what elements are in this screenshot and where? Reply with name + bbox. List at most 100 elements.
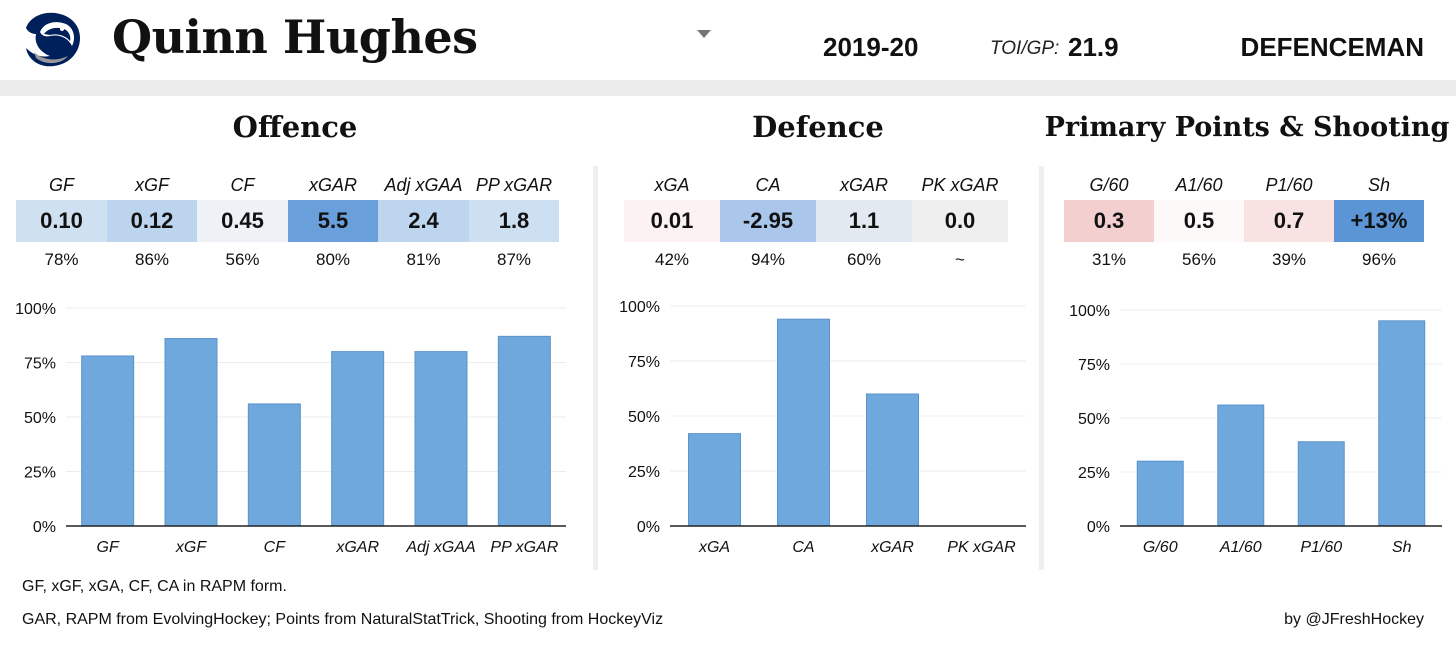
player-position: DEFENCEMAN	[1240, 32, 1424, 62]
stat-label: xGF	[135, 175, 169, 195]
bar	[414, 351, 468, 527]
stat-percentile: 96%	[1361, 250, 1397, 269]
stat-value: 0.5	[1154, 200, 1244, 242]
stat-value: 0.45	[197, 200, 288, 242]
bar	[1297, 441, 1345, 527]
stat-label: P1/60	[1265, 175, 1313, 195]
header-divider	[0, 80, 1456, 96]
player-name: Quinn Hughes	[112, 10, 478, 64]
stat-label: xGAR	[839, 175, 888, 195]
x-tick-label: A1/60	[1219, 539, 1262, 556]
stat-value: 0.0	[912, 200, 1008, 242]
x-tick-label: Sh	[1392, 539, 1412, 556]
stat-value: 1.8	[469, 200, 559, 242]
stat-value: 2.4	[378, 200, 469, 242]
x-tick-label: PK xGAR	[947, 539, 1016, 556]
primary-panel: Primary Points & Shooting G/60 0.3 31% A…	[1044, 96, 1450, 576]
stat-label: PK xGAR	[921, 175, 999, 195]
primary-title: Primary Points & Shooting	[1044, 112, 1450, 143]
stat-value: 5.5	[288, 200, 378, 242]
stat-pp-xgar: PP xGAR 1.8 87%	[469, 170, 559, 278]
x-tick-label: GF	[97, 539, 120, 556]
y-tick-label: 100%	[1069, 303, 1110, 320]
x-tick-label: P1/60	[1300, 539, 1342, 556]
bar	[164, 338, 218, 527]
x-tick-label: G/60	[1143, 539, 1178, 556]
stat-label: A1/60	[1175, 175, 1223, 195]
stat-label: G/60	[1089, 175, 1129, 195]
stat-label: xGAR	[308, 175, 357, 195]
stat-value: 0.01	[624, 200, 720, 242]
canucks-orca-logo-icon	[20, 8, 84, 72]
stat-value: -2.95	[720, 200, 816, 242]
stat-pk-xgar: PK xGAR 0.0 ~	[912, 170, 1008, 278]
stat-label: CF	[230, 175, 255, 195]
stat-value: 0.7	[1244, 200, 1334, 242]
offence-chart: 0% 25% 50% 75% 100% GF xGF CF xGAR Adj xGAA PP xGA…	[0, 292, 590, 575]
bar	[331, 351, 385, 527]
stat-value: 0.3	[1064, 200, 1154, 242]
bar	[247, 403, 301, 527]
stat-xgar: xGAR 5.5 80%	[288, 170, 378, 278]
bar	[866, 393, 919, 527]
y-tick-label: 0%	[637, 519, 660, 536]
stat-cf: CF 0.45 56%	[197, 170, 288, 278]
stat-percentile: 86%	[134, 250, 170, 269]
stat-label: Adj xGAA	[384, 175, 463, 195]
stat-label: xGA	[654, 175, 690, 195]
stat-label: CA	[755, 175, 781, 195]
stat-p160: P1/60 0.7 39%	[1244, 170, 1334, 278]
stat-g60: G/60 0.3 31%	[1064, 170, 1154, 278]
offence-stat-row: GF 0.10 78% xGF 0.12 86% CF 0.45 56% xGA…	[16, 170, 559, 278]
y-tick-label: 50%	[628, 409, 660, 426]
y-tick-label: 25%	[24, 465, 56, 482]
stat-percentile: 39%	[1271, 250, 1307, 269]
stat-label: Sh	[1367, 175, 1391, 195]
stat-percentile: 56%	[225, 250, 260, 269]
y-tick-label: 75%	[1078, 357, 1110, 374]
stat-ca: CA -2.95 94%	[720, 170, 816, 278]
x-tick-label: CA	[792, 539, 814, 556]
stat-a160: A1/60 0.5 56%	[1154, 170, 1244, 278]
defence-chart: 0% 25% 50% 75% 100% xGA CA xGAR PK xGAR	[598, 292, 1038, 575]
y-tick-label: 50%	[1078, 411, 1110, 428]
footnote-rapm: GF, xGF, xGA, CF, CA in RAPM form.	[22, 578, 287, 595]
stat-value: +13%	[1334, 200, 1424, 242]
stat-xgar: xGAR 1.1 60%	[816, 170, 912, 278]
season: 2019-20	[823, 32, 919, 62]
offence-bar-chart: 0% 25% 50% 75% 100% GF xGF CF xGAR Adj xGAA PP xGA…	[15, 301, 566, 556]
stat-percentile: 42%	[654, 250, 690, 269]
toi-value: 21.9	[1068, 32, 1119, 62]
stat-percentile: 94%	[750, 250, 786, 269]
y-tick-label: 100%	[15, 301, 56, 318]
stat-percentile: 87%	[496, 250, 532, 269]
x-tick-label: xGAR	[335, 539, 379, 556]
stat-label: PP xGAR	[475, 175, 553, 195]
offence-panel: Offence GF 0.10 78% xGF 0.12 86% CF 0.45…	[0, 96, 595, 576]
primary-bar-chart: 0% 25% 50% 75% 100% G/60 A1/60 P1/60 Sh	[1069, 303, 1442, 556]
stat-value: 1.1	[816, 200, 912, 242]
bar	[497, 335, 551, 527]
chevron-down-icon[interactable]	[697, 30, 711, 38]
stat-percentile: 56%	[1181, 250, 1217, 269]
stat-percentile: ~	[955, 250, 965, 269]
bar	[688, 433, 741, 527]
panel-divider	[1039, 166, 1044, 570]
y-tick-label: 75%	[24, 356, 56, 373]
bar	[1136, 460, 1184, 527]
x-tick-label: xGAR	[870, 539, 914, 556]
bar	[777, 318, 830, 527]
offence-title: Offence	[232, 110, 358, 144]
y-tick-label: 0%	[1087, 519, 1110, 536]
x-tick-label: PP xGAR	[490, 539, 558, 556]
y-tick-label: 75%	[628, 354, 660, 371]
stat-xgf: xGF 0.12 86%	[107, 170, 197, 278]
stat-percentile: 78%	[44, 250, 79, 269]
x-tick-label: CF	[264, 539, 287, 556]
x-tick-label: xGF	[175, 539, 207, 556]
y-tick-label: 25%	[1078, 465, 1110, 482]
defence-panel: Defence xGA 0.01 42% CA -2.95 94% xGAR 1…	[598, 96, 1038, 576]
stat-gf: GF 0.10 78%	[16, 170, 107, 278]
bar	[1378, 320, 1426, 527]
x-tick-label: xGA	[698, 539, 730, 556]
